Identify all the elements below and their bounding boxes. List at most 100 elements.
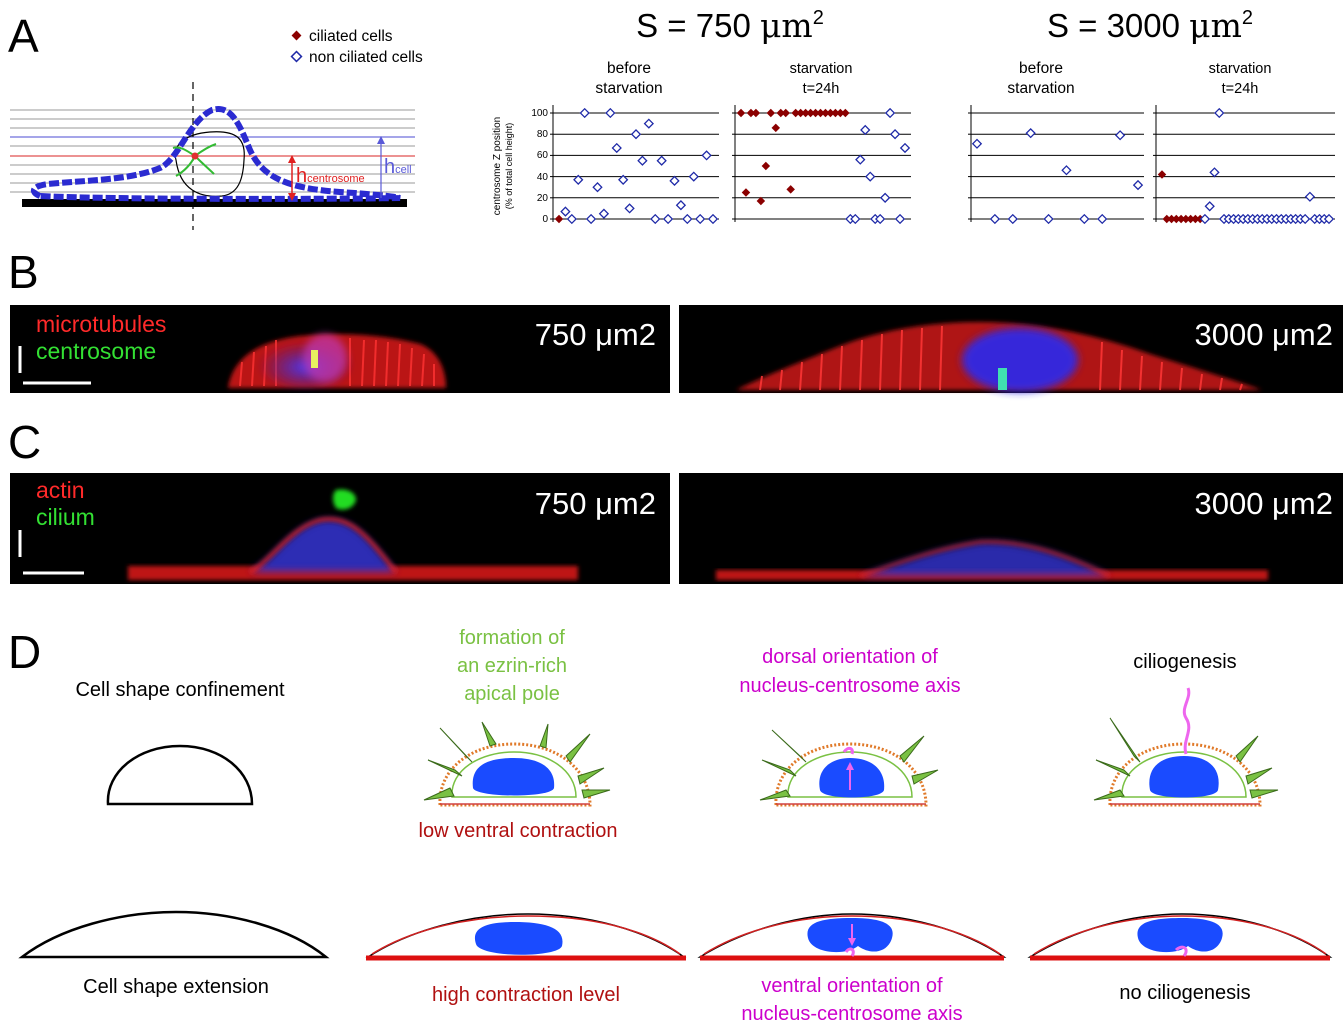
- y-tick-label: 60: [537, 150, 549, 161]
- non-ciliated-point: [1007, 213, 1018, 225]
- non-ciliated-point: [865, 171, 876, 182]
- legend-non-ciliated-marker: [290, 50, 303, 63]
- legend-ciliated-label: ciliated cells: [309, 28, 393, 45]
- non-ciliated-point: [1299, 213, 1311, 225]
- non-ciliated-point: [1025, 127, 1036, 139]
- group-title-750: S = 750 μm2: [636, 6, 824, 45]
- ciliated-point: [841, 108, 850, 118]
- y-tick-labels: 100 80 60 40 20 0: [531, 108, 548, 225]
- chart-subtitles: before starvation starvation t=24h befor…: [595, 60, 1271, 97]
- legend-non-ciliated-label: non ciliated cells: [309, 49, 423, 66]
- non-ciliated-point: [879, 192, 891, 203]
- panel-b-left-size: 750 μm2: [535, 317, 656, 352]
- non-ciliated-point: [874, 213, 886, 225]
- panel-b-label-centrosome: centrosome: [36, 338, 156, 364]
- non-ciliated-point: [682, 213, 693, 225]
- d-dorsal-line2: nucleus-centrosome axis: [739, 675, 960, 697]
- d-confined-cell: [106, 744, 254, 806]
- d-ciliogenesis-label: ciliogenesis: [1133, 651, 1236, 673]
- non-ciliated-point: [850, 213, 861, 225]
- panel-b-right-image: 3000 μm2: [679, 305, 1343, 393]
- non-ciliated-point: [669, 175, 680, 187]
- non-ciliated-point: [598, 208, 610, 219]
- non-ciliated-point: [592, 182, 603, 193]
- d-dorsal-line1: dorsal orientation of: [762, 646, 938, 668]
- d-ezrin-line2: an ezrin-rich: [457, 655, 567, 677]
- panel-c-label-cilium: cilium: [36, 504, 95, 530]
- y-tick-label: 80: [537, 129, 549, 140]
- non-ciliated-point: [894, 213, 906, 225]
- non-ciliated-point: [855, 154, 866, 165]
- panel-c-left-image: actin cilium 750 μm2: [10, 473, 670, 584]
- ciliated-point: [766, 108, 776, 118]
- d-cell-ventral: [697, 913, 1007, 961]
- y-tick-label: 100: [531, 108, 548, 119]
- panel-b-label-microtubules: microtubules: [36, 311, 166, 337]
- subtitle-1a: before: [607, 60, 651, 77]
- non-ciliated-point: [630, 129, 642, 140]
- non-ciliated-point: [688, 171, 699, 182]
- non-ciliated-point: [637, 155, 648, 166]
- d-extended-cell: [18, 910, 330, 959]
- non-ciliated-point: [611, 142, 622, 154]
- d-extension-label: Cell shape extension: [83, 976, 269, 998]
- ciliated-point: [761, 161, 771, 171]
- d-cell-ezrin: [423, 721, 611, 807]
- panel-letter-a: A: [8, 10, 39, 62]
- d-cell-high-contraction: [365, 913, 687, 961]
- scatter-750-before: [550, 105, 719, 225]
- subtitle-2a: starvation: [790, 61, 853, 77]
- ciliated-point: [751, 108, 761, 118]
- non-ciliated-point: [1043, 213, 1054, 225]
- y-tick-label: 40: [537, 172, 549, 183]
- non-ciliated-point: [560, 206, 571, 217]
- y-axis-label: centrosome Z position(% of total cell he…: [492, 117, 514, 215]
- h-cell-label: hcell: [384, 156, 412, 178]
- non-ciliated-point: [889, 129, 901, 140]
- non-ciliated-point: [585, 213, 597, 225]
- non-ciliated-point: [1132, 179, 1144, 191]
- panel-c-right-image: 3000 μm2: [679, 473, 1343, 584]
- panel-c-label-actin: actin: [36, 477, 85, 503]
- d-no-ciliogenesis-label: no ciliogenesis: [1119, 982, 1250, 1004]
- d-ventral-line2: nucleus-centrosome axis: [741, 1003, 962, 1025]
- non-ciliated-point: [1214, 107, 1225, 119]
- non-ciliated-point: [707, 213, 719, 225]
- non-ciliated-point: [1079, 213, 1090, 225]
- panel-letter-c: C: [8, 416, 41, 468]
- d-cell-cilium: [1093, 687, 1279, 807]
- legend-ciliated-marker: [291, 30, 302, 41]
- non-ciliated-point: [579, 107, 590, 119]
- non-ciliated-point: [605, 107, 616, 119]
- panel-b-right-size: 3000 μm2: [1194, 317, 1333, 352]
- non-ciliated-point: [1097, 213, 1108, 225]
- subtitle-4b: t=24h: [1222, 81, 1259, 97]
- d-ezrin-text: formation of an ezrin-rich apical pole: [457, 627, 567, 705]
- subtitle-1b: starvation: [595, 80, 662, 97]
- ciliated-point: [771, 123, 781, 133]
- non-ciliated-point: [1204, 201, 1215, 212]
- cell-height-schematic: hcentrosome hcell: [10, 82, 415, 230]
- d-dorsal-text: dorsal orientation of nucleus-centrosome…: [739, 646, 960, 697]
- d-ezrin-line3: apical pole: [464, 683, 560, 705]
- non-ciliated-point: [675, 200, 687, 211]
- d-cilium-icon: [1182, 687, 1191, 755]
- ciliated-point: [736, 108, 746, 118]
- non-ciliated-point: [573, 174, 584, 185]
- non-ciliated-point: [1304, 191, 1316, 202]
- y-tick-label: 0: [542, 214, 548, 225]
- ciliated-point: [1157, 170, 1167, 179]
- non-ciliated-point: [566, 213, 577, 225]
- d-cell-dorsal: [759, 729, 939, 807]
- scatter-750-starvation: [732, 105, 911, 225]
- panel-c-right-size: 3000 μm2: [1194, 486, 1333, 521]
- non-ciliated-point: [1323, 213, 1335, 225]
- non-ciliated-point: [1199, 213, 1211, 225]
- non-ciliated-point: [1114, 130, 1126, 141]
- d-ezrin-line1: formation of: [459, 627, 565, 649]
- scatter-3000-starvation: [1153, 105, 1335, 225]
- ciliated-point: [741, 188, 751, 197]
- non-ciliated-point: [650, 213, 661, 225]
- subtitle-4a: starvation: [1209, 61, 1272, 77]
- non-ciliated-point: [701, 150, 712, 161]
